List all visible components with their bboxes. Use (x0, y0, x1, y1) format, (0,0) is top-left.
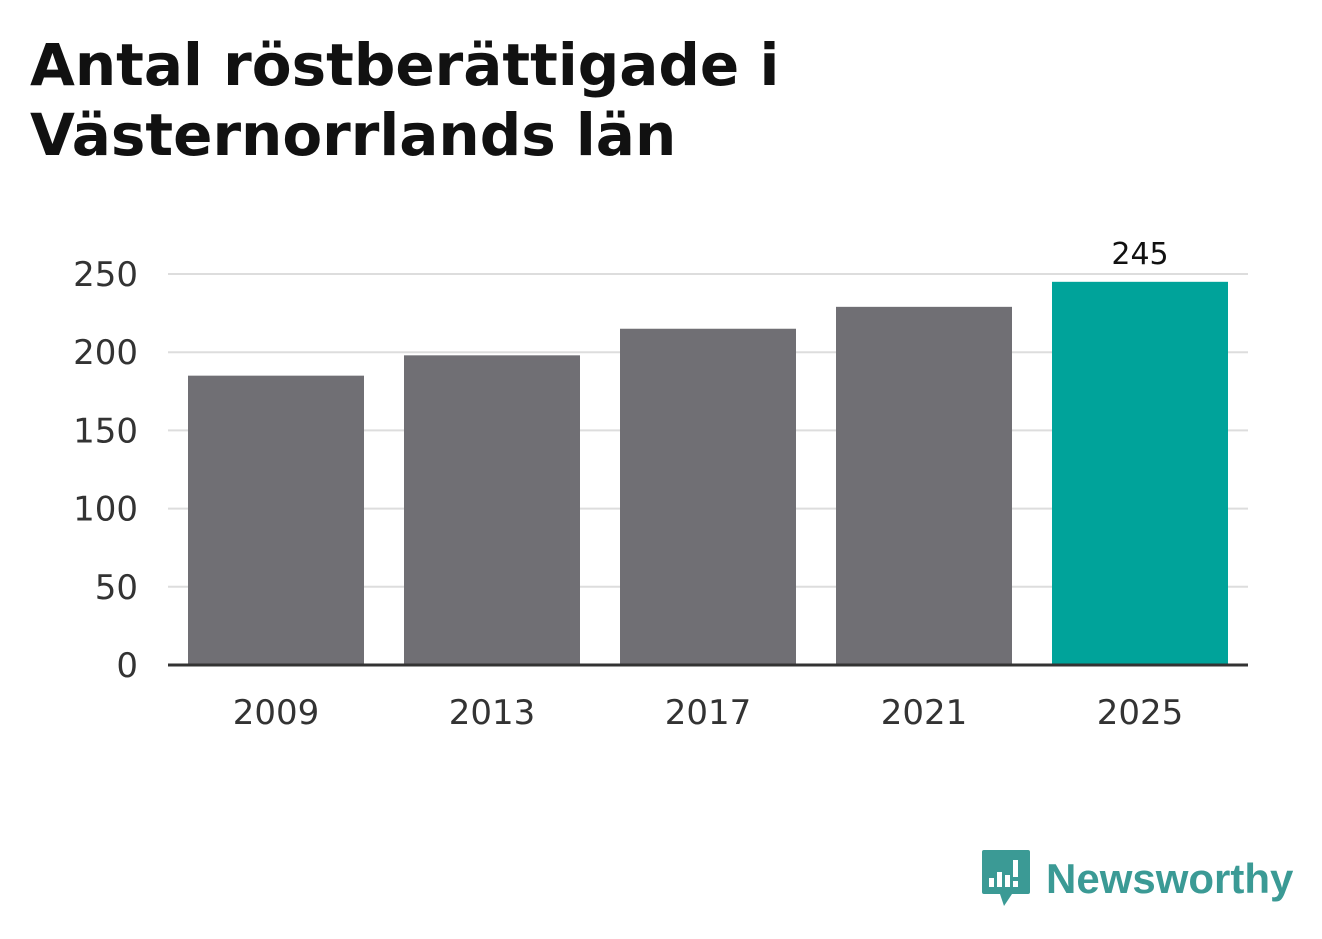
newsworthy-logo-icon (982, 850, 1030, 906)
y-tick-label: 250 (73, 255, 138, 295)
x-axis-tick-labels: 2009 2013 2017 2021 2025 (233, 693, 1184, 733)
brand-logo: Newsworthy (980, 846, 1293, 912)
bar-chart: 0 50 100 150 200 250 2009 2013 2017 2021 2025 245 (73, 237, 1248, 733)
y-tick-label: 0 (116, 646, 138, 686)
y-tick-label: 200 (73, 333, 138, 373)
bar-2025 (1052, 281, 1228, 665)
data-label-2025: 245 (1111, 237, 1168, 272)
x-tick-label: 2021 (881, 693, 968, 733)
bar-2009 (188, 375, 364, 665)
x-tick-label: 2025 (1097, 693, 1184, 733)
bar-2013 (404, 355, 580, 665)
x-tick-label: 2009 (233, 693, 320, 733)
bar-2017 (620, 328, 796, 665)
y-axis-tick-labels: 0 50 100 150 200 250 (73, 255, 138, 686)
y-tick-label: 100 (73, 490, 138, 530)
x-tick-label: 2017 (665, 693, 752, 733)
x-tick-label: 2013 (449, 693, 536, 733)
y-tick-label: 50 (95, 568, 138, 608)
brand-name: Newsworthy (1046, 855, 1294, 902)
y-tick-label: 150 (73, 411, 138, 451)
data-labels: 245 (1111, 237, 1168, 272)
chart-title: Antal röstberättigade i Västernorrlands … (30, 31, 780, 169)
bar-2021 (836, 306, 1012, 665)
bars (188, 281, 1228, 665)
